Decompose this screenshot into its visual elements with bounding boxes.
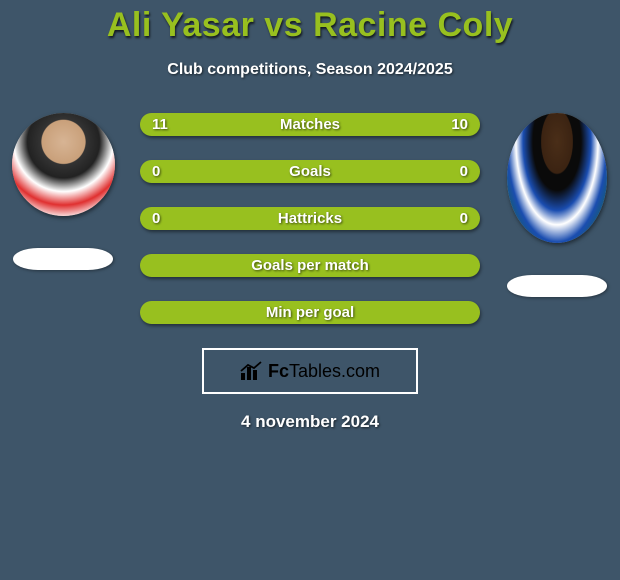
date-label: 4 november 2024 bbox=[0, 412, 620, 432]
main-row: 11 Matches 10 0 Goals 0 0 Hattricks 0 Go… bbox=[0, 113, 620, 324]
logo-brand: Fc bbox=[268, 361, 289, 381]
stats-bars: 11 Matches 10 0 Goals 0 0 Hattricks 0 Go… bbox=[118, 113, 502, 324]
infographic-container: Ali Yasar vs Racine Coly Club competitio… bbox=[0, 0, 620, 432]
stat-bar-goals: 0 Goals 0 bbox=[140, 160, 480, 183]
stat-left-value: 11 bbox=[152, 116, 172, 133]
subtitle: Club competitions, Season 2024/2025 bbox=[0, 61, 620, 79]
player-left-name-tag bbox=[13, 248, 113, 270]
player-right-name-tag bbox=[507, 275, 607, 297]
bar-chart-icon bbox=[240, 361, 262, 381]
logo-rest: Tables.com bbox=[289, 361, 380, 381]
player-right-column bbox=[502, 113, 612, 297]
stat-right-value: 0 bbox=[448, 163, 468, 180]
stat-label: Hattricks bbox=[278, 210, 342, 227]
stat-left-value: 0 bbox=[152, 210, 172, 227]
stat-right-value: 10 bbox=[448, 116, 468, 133]
stat-label: Min per goal bbox=[266, 304, 354, 321]
avatar-left bbox=[12, 113, 115, 216]
avatar-left-image bbox=[12, 113, 115, 216]
stat-label: Goals bbox=[289, 163, 331, 180]
stat-left-value: 0 bbox=[152, 163, 172, 180]
stat-bar-matches: 11 Matches 10 bbox=[140, 113, 480, 136]
stat-label: Goals per match bbox=[251, 257, 369, 274]
stat-label: Matches bbox=[280, 116, 340, 133]
player-left-column bbox=[8, 113, 118, 270]
page-title: Ali Yasar vs Racine Coly bbox=[0, 6, 620, 45]
avatar-right bbox=[507, 113, 607, 243]
stat-bar-min-per-goal: Min per goal bbox=[140, 301, 480, 324]
avatar-right-image bbox=[507, 113, 607, 243]
stat-bar-goals-per-match: Goals per match bbox=[140, 254, 480, 277]
stat-bar-hattricks: 0 Hattricks 0 bbox=[140, 207, 480, 230]
site-logo-box: FcTables.com bbox=[202, 348, 418, 394]
site-logo-text: FcTables.com bbox=[268, 361, 380, 382]
stat-right-value: 0 bbox=[448, 210, 468, 227]
